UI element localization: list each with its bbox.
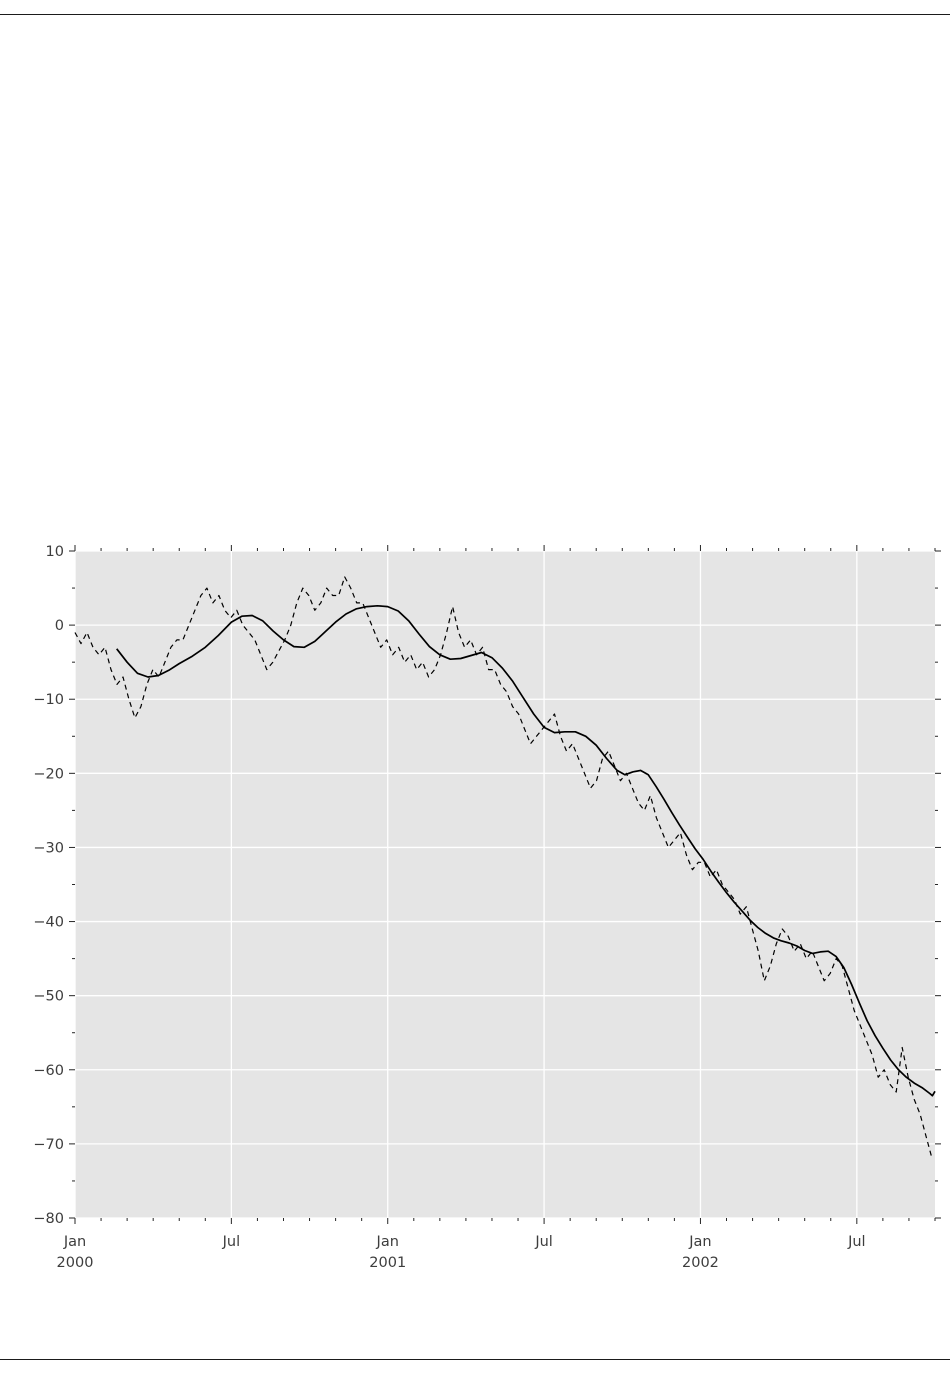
x-tick-label: Jul: [222, 1234, 241, 1250]
x-tick-label: Jul: [534, 1234, 553, 1250]
y-tick-label: 10: [46, 544, 64, 560]
y-tick-label: −50: [33, 989, 64, 1005]
y-tick-label: −40: [33, 915, 64, 931]
bottom-rule: [0, 1359, 950, 1360]
y-tick-label: −80: [33, 1211, 64, 1227]
series-moving-average: [116, 604, 936, 1097]
y-tick-label: −20: [33, 766, 64, 782]
x-tick-label: Jan: [63, 1234, 86, 1250]
series-daily-values: [74, 576, 933, 1159]
y-tick-label: 0: [55, 618, 64, 634]
x-year-label: 2002: [682, 1255, 719, 1271]
x-year-label: 2001: [369, 1255, 406, 1271]
plot-area: [75, 551, 935, 1218]
y-tick-label: −30: [33, 840, 64, 856]
x-tick-label: Jan: [376, 1234, 399, 1250]
x-year-label: 2000: [57, 1255, 94, 1271]
y-tick-label: −60: [33, 1063, 64, 1079]
x-tick-label: Jul: [847, 1234, 866, 1250]
top-rule: [0, 14, 950, 15]
y-tick-label: −10: [33, 692, 64, 708]
y-tick-label: −70: [33, 1137, 64, 1153]
x-tick-label: Jan: [688, 1234, 711, 1250]
